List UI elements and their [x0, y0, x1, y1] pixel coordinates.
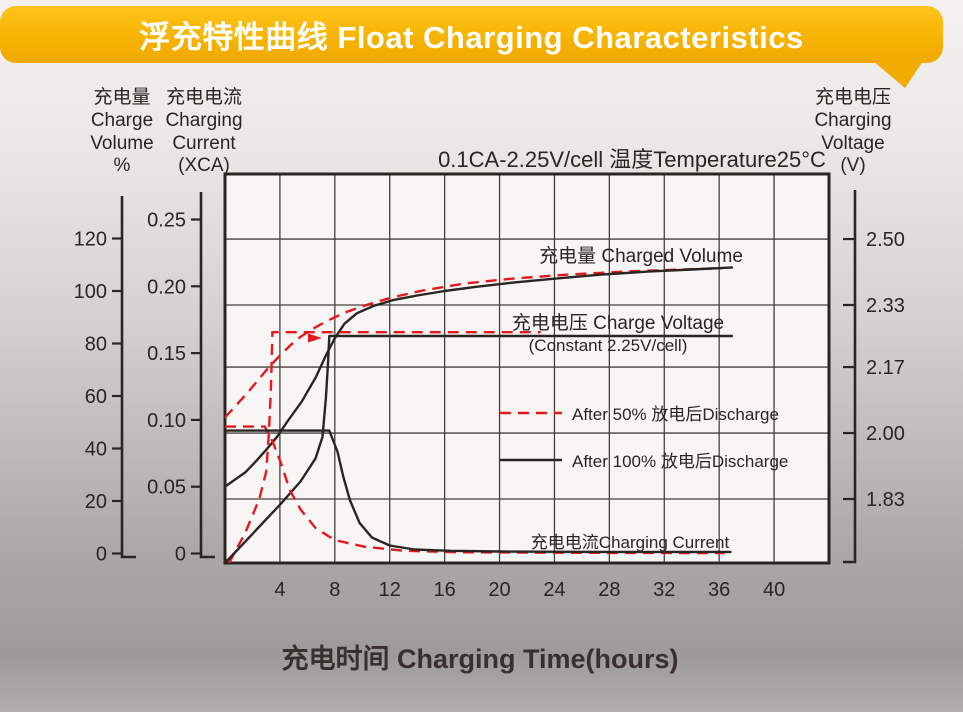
- x-tick-label: 36: [708, 579, 730, 601]
- legend-label-100: After 100% 放电后Discharge: [572, 452, 788, 471]
- x-tick-label: 4: [274, 579, 285, 601]
- axis-header-line: (V): [840, 155, 865, 176]
- charging-voltage-tick-label: 2.00: [866, 423, 905, 445]
- charging-voltage-tick-label: 2.17: [866, 357, 905, 379]
- x-tick-label: 40: [763, 579, 785, 601]
- legend-label-50: After 50% 放电后Discharge: [572, 405, 779, 424]
- axis-header-line: 充电电流: [166, 86, 242, 108]
- charge-volume-tick-label: 0: [96, 544, 107, 566]
- axis-header-line: 充电电压: [815, 86, 891, 108]
- axis-header-line: Charging: [814, 110, 891, 131]
- x-tick-label: 8: [329, 579, 340, 601]
- x-tick-label: 24: [543, 579, 565, 601]
- charging-voltage-axis-header: 充电电压 Charging Voltage (V): [814, 86, 891, 176]
- curve-charge-voltage-after-100-discharge: [224, 334, 733, 564]
- axis-ticks: 4 8 12 16 20 24 28 32 36 40 0 20 40 60 80 100 120 0 0.05 0.…: [74, 210, 905, 602]
- axis-header-line: Volume: [90, 133, 153, 154]
- x-tick-label: 32: [653, 579, 675, 601]
- charging-voltage-tick-label: 1.83: [866, 489, 905, 511]
- axis-header-line: 充电量: [93, 86, 150, 108]
- curve-charging-current-after-100-discharge: [225, 429, 732, 554]
- charge-voltage-sublabel: (Constant 2.25V/cell): [529, 336, 688, 355]
- legend: After 50% 放电后Discharge After 100% 放电后Dis…: [500, 405, 788, 471]
- curve-charge-voltage-after-50-discharge: [228, 331, 541, 564]
- page-title: 浮充特性曲线 Float Charging Characteristics: [139, 20, 804, 55]
- title-banner: 浮充特性曲线 Float Charging Characteristics: [0, 6, 943, 63]
- charge-volume-tick-label: 80: [85, 334, 107, 356]
- charging-current-tick-label: 0.05: [147, 477, 186, 499]
- x-tick-label: 28: [598, 579, 620, 601]
- charge-volume-axis-header: 充电量 Charge Volume %: [90, 86, 153, 176]
- charging-current-tick-label: 0: [175, 544, 186, 566]
- charge-volume-tick-label: 40: [85, 439, 107, 461]
- grid-lines: [225, 174, 829, 563]
- axis-header-line: Charge: [91, 110, 153, 131]
- charging-current-axis: [199, 192, 215, 559]
- charging-current-tick-label: 0.25: [147, 210, 186, 232]
- x-tick-label: 20: [488, 579, 510, 601]
- curve-charged-volume-after-50-discharge: [224, 267, 722, 419]
- axis-header-line: %: [114, 155, 131, 176]
- charging-current-tick-label: 0.20: [147, 276, 186, 298]
- charging-voltage-axis: [843, 190, 857, 564]
- charging-current-tick-label: 0.15: [147, 343, 186, 365]
- plot-area-background: [225, 174, 829, 563]
- charge-volume-tick-label: 120: [74, 229, 107, 251]
- charging-current-tick-label: 0.10: [147, 410, 186, 432]
- x-axis-title: 充电时间 Charging Time(hours): [281, 643, 678, 674]
- charging-voltage-tick-label: 2.50: [866, 229, 905, 251]
- chart-condition-title: 0.1CA-2.25V/cell 温度Temperature25°C: [438, 147, 826, 172]
- charge-volume-tick-label: 20: [85, 491, 107, 513]
- curve-charging-current-after-50-discharge: [225, 425, 725, 555]
- x-tick-label: 16: [434, 579, 456, 601]
- charge-volume-tick-label: 100: [74, 281, 107, 303]
- data-curves: [224, 266, 733, 564]
- plot-border: [223, 172, 831, 565]
- charge-volume-tick-label: 60: [85, 386, 107, 408]
- charged-volume-label: 充电量 Charged Volume: [539, 245, 743, 267]
- axis-header-line: (XCA): [178, 155, 230, 176]
- charging-current-label: 充电电流Charging Current: [531, 533, 730, 552]
- charge-voltage-label: 充电电压 Charge Voltage: [512, 312, 724, 334]
- red-direction-arrow: [308, 333, 322, 343]
- charging-current-axis-header: 充电电流 Charging Current (XCA): [165, 86, 242, 176]
- axis-header-line: Charging: [165, 110, 242, 131]
- axis-header-line: Current: [172, 133, 236, 154]
- charging-voltage-tick-label: 2.33: [866, 295, 905, 317]
- axis-lines: [120, 190, 857, 564]
- axis-header-line: Voltage: [821, 133, 884, 154]
- charge-volume-axis: [120, 196, 136, 559]
- x-tick-label: 12: [379, 579, 401, 601]
